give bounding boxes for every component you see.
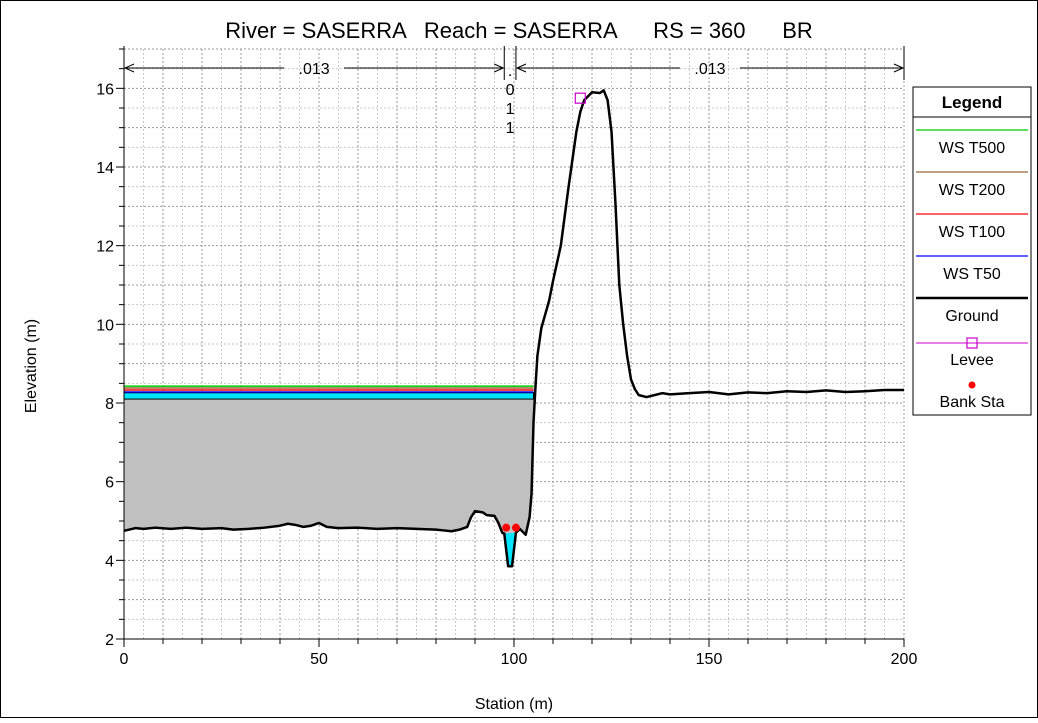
chart-title: River = SASERRA Reach = SASERRA RS = 360…: [225, 18, 813, 43]
mannings-n-label-char: 1: [506, 120, 515, 137]
mannings-n-label-char: 0: [506, 82, 515, 99]
mannings-arrowhead: [123, 63, 135, 73]
legend-label-levee: Levee: [950, 352, 994, 369]
legend-label-ground: Ground: [945, 308, 998, 325]
mannings-arrowhead: [494, 63, 505, 73]
levee-marker: [574, 92, 586, 104]
bank-station-marker: [511, 523, 520, 532]
x-tick-label: 200: [891, 651, 918, 668]
mannings-n-label-char: .: [508, 63, 512, 80]
legend-label-ws-t50: WS T50: [943, 266, 1001, 283]
y-tick-label: 8: [105, 396, 114, 413]
x-tick-label: 150: [696, 651, 723, 668]
legend-swatch-levee: [966, 337, 978, 349]
legend-label-ws-t100: WS T100: [939, 224, 1006, 241]
x-axis-label: Station (m): [475, 696, 553, 713]
legend: Legend WS T500 WS T200 WS T100 WS T50 Ground L…: [912, 86, 1032, 416]
y-tick-label: 10: [96, 317, 114, 334]
mannings-n-label-char: 1: [506, 101, 515, 118]
mannings-n-label: .013: [299, 61, 330, 78]
legend-label-ws-t200: WS T200: [939, 182, 1006, 199]
legend-label-bank-sta: Bank Sta: [940, 394, 1005, 411]
bridge-deck-fill: [124, 399, 534, 567]
legend-box: [912, 86, 1032, 416]
x-tick-label: 0: [120, 651, 129, 668]
legend-label-ws-t500: WS T500: [939, 140, 1006, 157]
y-tick-label: 14: [96, 160, 114, 177]
y-tick-label: 16: [96, 81, 114, 98]
legend-title: Legend: [942, 93, 1002, 112]
bank-station-marker: [502, 523, 511, 532]
y-tick-label: 12: [96, 239, 114, 256]
ground-line: [123, 89, 904, 568]
mannings-n-annotation: .013. 0 1 1 .013: [123, 46, 905, 137]
y-tick-label: 4: [105, 553, 114, 570]
mannings-n-label: .013: [694, 61, 725, 78]
legend-swatch-bank-sta: [968, 381, 976, 389]
y-axis-label: Elevation (m): [23, 319, 40, 413]
plot-area: 0 50 100 150 200 2 4 6 8 10 12 14 16 .013. 0 1 1 .013: [96, 46, 917, 668]
x-tick-label: 50: [310, 651, 328, 668]
y-tick-label: 2: [105, 632, 114, 649]
mannings-arrowhead: [515, 63, 527, 73]
y-tick-label: 6: [105, 475, 114, 492]
x-tick-label: 100: [501, 651, 528, 668]
water-surface-fill: [123, 392, 534, 400]
mannings-arrowhead: [893, 63, 905, 73]
